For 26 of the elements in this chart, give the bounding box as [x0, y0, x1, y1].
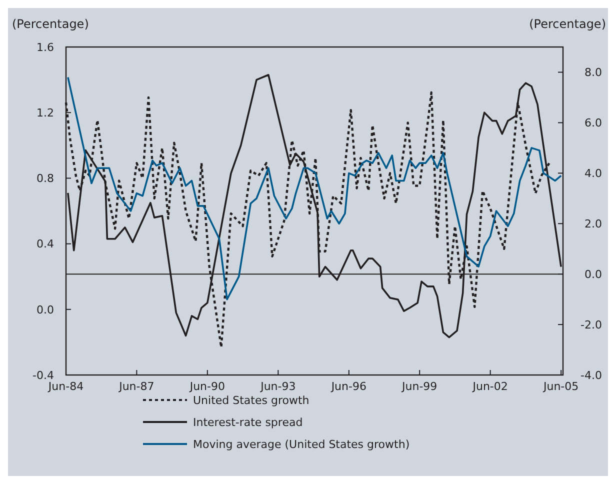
- y-tick-label: -0.4: [32, 368, 54, 382]
- legend-label: Moving average (United States growth): [193, 438, 410, 451]
- y2-tick-label: 4.0: [584, 167, 602, 180]
- x-tick-label: Jun-96: [330, 380, 366, 393]
- y-tick-label: 1.2: [36, 106, 54, 120]
- x-tick-label: Jun-90: [188, 380, 225, 393]
- x-tick-label: Jun-99: [401, 380, 438, 393]
- x-tick-label: Jun-87: [118, 380, 154, 393]
- y2-tick-label: -4.0: [580, 368, 602, 382]
- y2-tick-label: 8.0: [584, 66, 602, 80]
- legend-label: Interest-rate spread: [193, 416, 303, 429]
- y2-tick-label: 0.0: [584, 268, 602, 281]
- x-tick-label: Jun-02: [472, 380, 508, 393]
- y2-tick-label: 2.0: [584, 217, 602, 230]
- y-axis-title: (Percentage): [12, 17, 89, 31]
- y-tick-label: 1.6: [36, 40, 54, 54]
- y2-axis-title: (Percentage): [529, 17, 606, 31]
- y-tick-label: 0.0: [36, 303, 54, 316]
- y2-tick-label: 6.0: [584, 116, 602, 130]
- x-tick-label: Jun-05: [542, 380, 579, 393]
- x-tick-label: Jun-93: [260, 380, 296, 393]
- y-tick-label: 0.4: [36, 238, 54, 251]
- y2-tick-label: -2.0: [580, 318, 602, 332]
- legend-label: United States growth: [193, 394, 310, 407]
- x-tick-label: Jun-84: [47, 380, 84, 393]
- y-tick-label: 0.8: [36, 172, 54, 186]
